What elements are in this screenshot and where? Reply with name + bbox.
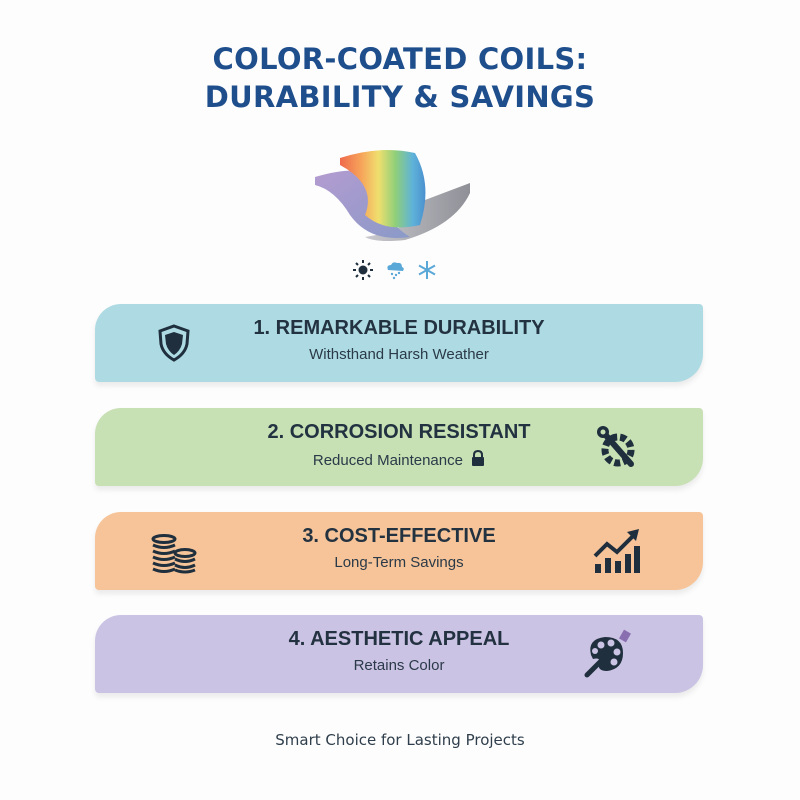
card-subtitle: Reduced Maintenance bbox=[95, 449, 703, 469]
card-title: 4. AESTHETIC APPEAL bbox=[288, 628, 510, 650]
rainbow-coil-icon bbox=[315, 149, 470, 241]
card-subtitle: Retains Color bbox=[353, 657, 445, 674]
growth-chart-icon bbox=[593, 529, 640, 573]
feature-card-cost: 3. COST-EFFECTIVE Long-Term Savings bbox=[95, 512, 703, 590]
card-subtitle-text: Reduced Maintenance bbox=[312, 452, 463, 469]
card-subtitle: Withsthand Harsh Weather bbox=[309, 346, 489, 363]
weather-icons bbox=[352, 259, 438, 281]
shield-icon bbox=[158, 324, 190, 362]
lock-icon bbox=[472, 449, 485, 466]
title-line-1: COLOR-COATED COILS: bbox=[212, 42, 588, 76]
coins-icon bbox=[151, 534, 197, 574]
title-line-2: DURABILITY & SAVINGS bbox=[204, 80, 596, 114]
card-subtitle: Long-Term Savings bbox=[334, 554, 464, 571]
feature-card-durability: 1. REMARKABLE DURABILITY Withsthand Hars… bbox=[95, 304, 703, 382]
footer-tagline: Smart Choice for Lasting Projects bbox=[275, 731, 525, 749]
feature-card-aesthetic: 4. AESTHETIC APPEAL Retains Color bbox=[95, 615, 703, 693]
snowflake-icon bbox=[416, 259, 438, 281]
wrench-gear-icon bbox=[597, 426, 635, 467]
palette-brush-icon bbox=[584, 629, 631, 678]
rain-cloud-icon bbox=[384, 259, 406, 281]
card-title: 3. COST-EFFECTIVE bbox=[302, 525, 496, 547]
sun-icon bbox=[352, 259, 374, 281]
card-title: 2. CORROSION RESISTANT bbox=[267, 421, 531, 443]
page-title: COLOR-COATED COILS: DURABILITY & SAVINGS bbox=[0, 40, 800, 116]
card-title: 1. REMARKABLE DURABILITY bbox=[253, 317, 545, 339]
feature-card-corrosion: 2. CORROSION RESISTANT Reduced Maintenan… bbox=[95, 408, 703, 486]
